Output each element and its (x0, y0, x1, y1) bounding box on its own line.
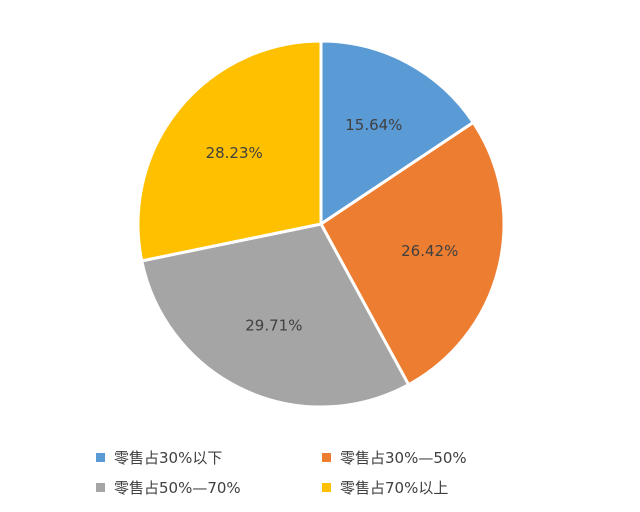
legend-item-4: 零售占70%以上 (322, 476, 548, 498)
legend: 零售占30%以下 零售占30%—50% 零售占50%—70% 零售占70%以上 (96, 446, 556, 498)
legend-label-3: 零售占50%—70% (114, 478, 241, 497)
pie-slice-2 (319, 120, 506, 387)
legend-label-4: 零售占70%以上 (340, 478, 449, 497)
legend-swatch-4 (322, 482, 331, 492)
pie-data-labels: 15.64% 26.42% 29.71% 28.23% (206, 116, 459, 334)
pie-data-label-3: 29.71% (245, 317, 302, 335)
pie-slice-1 (319, 39, 475, 226)
legend-label-1: 零售占30%以下 (114, 448, 223, 467)
legend-swatch-1 (96, 452, 105, 462)
pie-data-label-2: 26.42% (401, 242, 458, 260)
legend-item-2: 零售占30%—50% (322, 446, 548, 468)
legend-swatch-3 (96, 482, 105, 492)
pie-data-label-4: 28.23% (206, 144, 263, 162)
pie-slice-4 (136, 39, 323, 263)
pie-slices (136, 39, 506, 409)
legend-item-1: 零售占30%以下 (96, 446, 322, 468)
legend-swatch-2 (322, 452, 331, 462)
legend-label-2: 零售占30%—50% (340, 448, 467, 467)
legend-item-3: 零售占50%—70% (96, 476, 322, 498)
pie-slice-3 (140, 222, 411, 409)
pie-data-label-1: 15.64% (345, 116, 402, 134)
